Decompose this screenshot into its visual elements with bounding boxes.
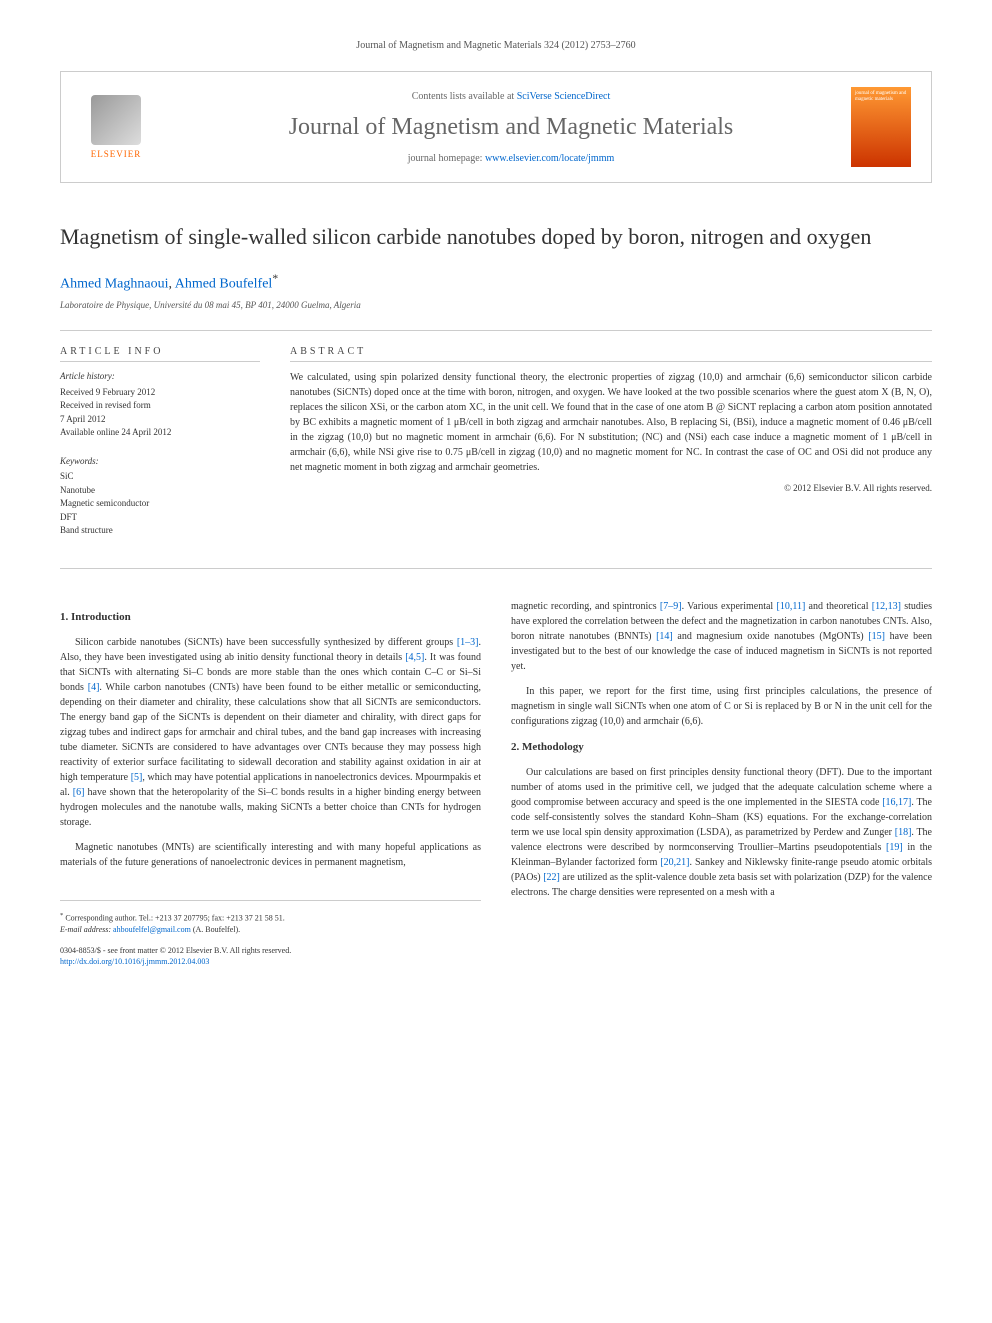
history-block: Article history: Received 9 February 201… xyxy=(60,370,260,440)
doi-link[interactable]: http://dx.doi.org/10.1016/j.jmmm.2012.04… xyxy=(60,957,209,966)
keyword: SiC xyxy=(60,470,260,484)
history-item: Available online 24 April 2012 xyxy=(60,426,260,440)
doi-block: 0304-8853/$ - see front matter © 2012 El… xyxy=(60,945,481,967)
authors-line: Ahmed Maghnaoui, Ahmed Boufelfel* xyxy=(60,272,932,293)
citation-link[interactable]: [5] xyxy=(131,772,143,783)
elsevier-tree-icon xyxy=(91,95,141,145)
divider xyxy=(60,330,932,331)
abstract-heading: ABSTRACT xyxy=(290,346,932,362)
body-paragraph: In this paper, we report for the first t… xyxy=(511,684,932,729)
contents-line: Contents lists available at SciVerse Sci… xyxy=(171,91,851,102)
abstract-text: We calculated, using spin polarized dens… xyxy=(290,370,932,475)
homepage-link[interactable]: www.elsevier.com/locate/jmmm xyxy=(485,153,614,164)
citation-link[interactable]: [12,13] xyxy=(872,601,901,612)
citation-link[interactable]: [18] xyxy=(895,827,912,838)
journal-name: Journal of Magnetism and Magnetic Materi… xyxy=(171,114,851,141)
homepage-line: journal homepage: www.elsevier.com/locat… xyxy=(171,153,851,164)
article-info: ARTICLE INFO Article history: Received 9… xyxy=(60,346,260,538)
journal-center: Contents lists available at SciVerse Sci… xyxy=(171,91,851,164)
citation-link[interactable]: [16,17] xyxy=(882,797,911,808)
citation-link[interactable]: [1–3] xyxy=(457,637,479,648)
left-column: 1. Introduction Silicon carbide nanotube… xyxy=(60,599,481,968)
body-paragraph: Our calculations are based on first prin… xyxy=(511,765,932,900)
body-paragraph: magnetic recording, and spintronics [7–9… xyxy=(511,599,932,674)
citation-link[interactable]: [10,11] xyxy=(776,601,805,612)
abstract: ABSTRACT We calculated, using spin polar… xyxy=(290,346,932,538)
keyword: Magnetic semiconductor xyxy=(60,497,260,511)
elsevier-label: ELSEVIER xyxy=(91,149,142,159)
elsevier-logo: ELSEVIER xyxy=(81,87,151,167)
author-link[interactable]: Ahmed Boufelfel xyxy=(175,276,273,291)
corresponding-marker: * xyxy=(272,272,278,285)
journal-cover-icon: journal of magnetism and magnetic materi… xyxy=(851,87,911,167)
right-column: magnetic recording, and spintronics [7–9… xyxy=(511,599,932,968)
email-link[interactable]: ahboufelfel@gmail.com xyxy=(113,925,191,934)
running-head: Journal of Magnetism and Magnetic Materi… xyxy=(60,40,932,51)
section-1-heading: 1. Introduction xyxy=(60,609,481,626)
keyword: DFT xyxy=(60,511,260,525)
divider xyxy=(60,568,932,569)
citation-link[interactable]: [22] xyxy=(543,872,560,883)
author-link[interactable]: Ahmed Maghnaoui xyxy=(60,276,168,291)
article-title: Magnetism of single-walled silicon carbi… xyxy=(60,223,932,252)
citation-link[interactable]: [4,5] xyxy=(405,652,424,663)
affiliation: Laboratoire de Physique, Université du 0… xyxy=(60,300,932,310)
abstract-copyright: © 2012 Elsevier B.V. All rights reserved… xyxy=(290,483,932,493)
cover-text: journal of magnetism and magnetic materi… xyxy=(855,91,907,103)
history-label: Article history: xyxy=(60,370,260,384)
keyword: Band structure xyxy=(60,524,260,538)
citation-link[interactable]: [14] xyxy=(656,631,673,642)
citation-link[interactable]: [4] xyxy=(88,682,100,693)
contents-prefix: Contents lists available at xyxy=(412,91,517,102)
corresponding-note: * Corresponding author. Tel.: +213 37 20… xyxy=(60,911,481,935)
section-2-heading: 2. Methodology xyxy=(511,739,932,756)
citation-link[interactable]: [15] xyxy=(868,631,885,642)
info-heading: ARTICLE INFO xyxy=(60,346,260,362)
citation-link[interactable]: [20,21] xyxy=(660,857,689,868)
history-item: 7 April 2012 xyxy=(60,413,260,427)
sciencedirect-link[interactable]: SciVerse ScienceDirect xyxy=(517,91,611,102)
journal-header-box: ELSEVIER Contents lists available at Sci… xyxy=(60,71,932,183)
homepage-prefix: journal homepage: xyxy=(408,153,485,164)
citation-link[interactable]: [7–9] xyxy=(660,601,682,612)
citation-link[interactable]: [19] xyxy=(886,842,903,853)
history-item: Received in revised form xyxy=(60,399,260,413)
history-item: Received 9 February 2012 xyxy=(60,386,260,400)
citation-link[interactable]: [6] xyxy=(73,787,85,798)
keyword: Nanotube xyxy=(60,484,260,498)
body-paragraph: Silicon carbide nanotubes (SiCNTs) have … xyxy=(60,635,481,830)
issn-line: 0304-8853/$ - see front matter © 2012 El… xyxy=(60,945,481,956)
keywords-block: Keywords: SiC Nanotube Magnetic semicond… xyxy=(60,455,260,538)
footer-area: * Corresponding author. Tel.: +213 37 20… xyxy=(60,900,481,967)
body-paragraph: Magnetic nanotubes (MNTs) are scientific… xyxy=(60,840,481,870)
keywords-label: Keywords: xyxy=(60,455,260,469)
